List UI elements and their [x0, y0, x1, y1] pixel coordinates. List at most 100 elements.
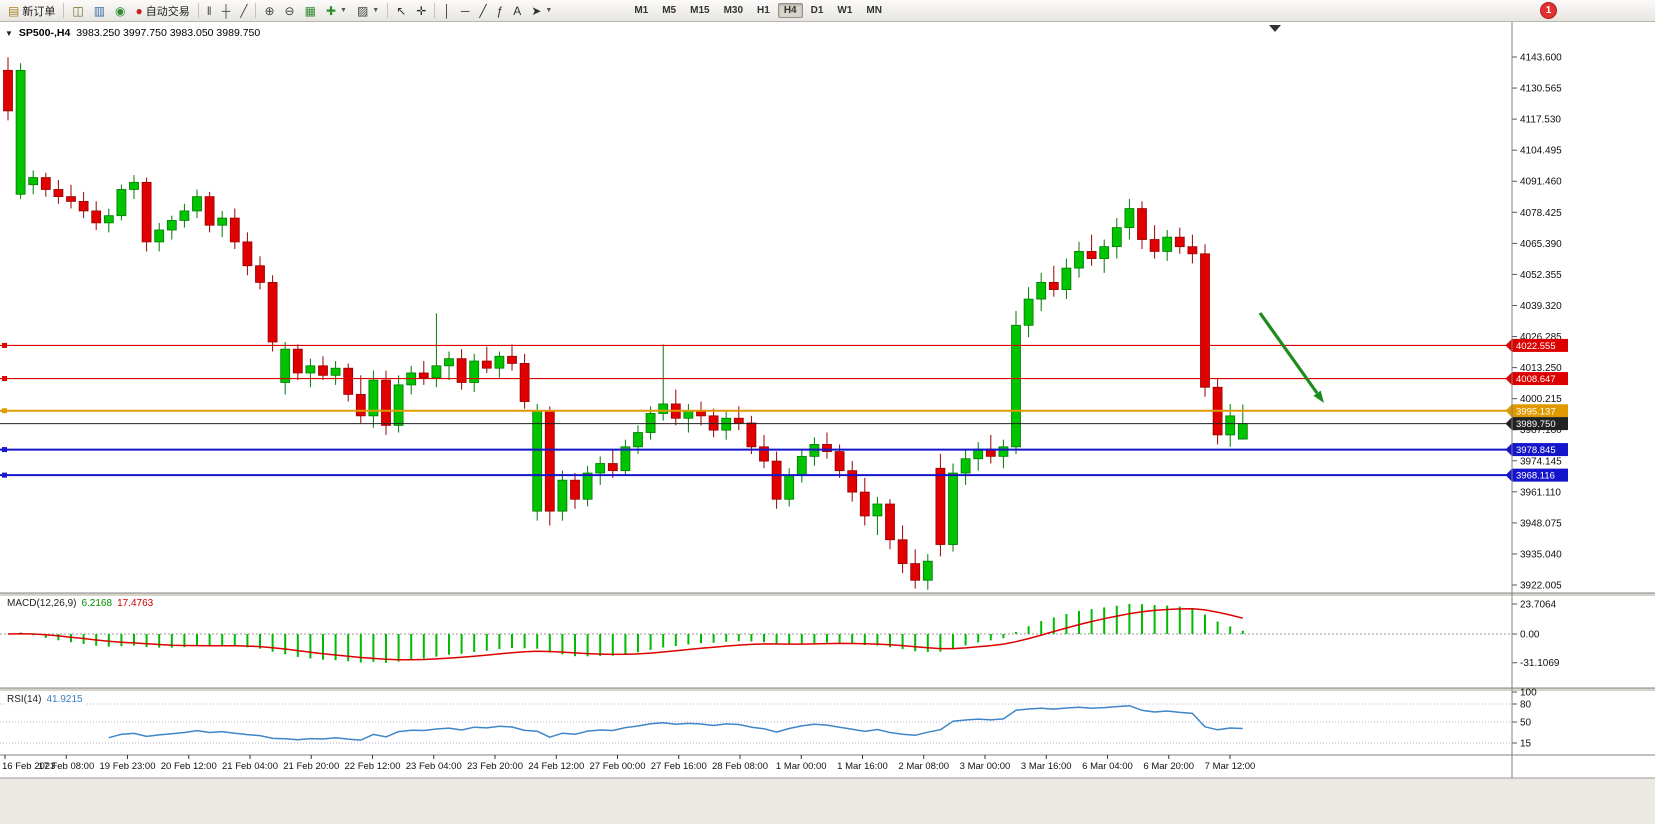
candle: [721, 417, 732, 431]
indicators-icon[interactable]: ✚ ▼: [321, 1, 352, 21]
candle: [66, 196, 76, 202]
time-tick-label: 1 Mar 16:00: [837, 761, 888, 772]
price-tick-label: 4000.215: [1520, 394, 1562, 405]
time-tick-label: 27 Feb 00:00: [590, 761, 646, 772]
candle: [1074, 251, 1084, 269]
vertical-line-icon[interactable]: │: [438, 1, 456, 21]
price-badge-notch: [1505, 443, 1512, 457]
auto-trading-icon: ●: [135, 3, 143, 18]
rsi-indicator-label: RSI(14) 41.9215: [5, 694, 85, 705]
text-tool-icon[interactable]: A: [508, 1, 526, 21]
price-badge-label: 3978.845: [1516, 445, 1556, 456]
macd-signal-line: [7, 607, 1243, 661]
timeframe-w1[interactable]: W1: [837, 5, 853, 16]
macd-axis-label: 23.7064: [1520, 600, 1557, 611]
candle: [1023, 298, 1034, 326]
time-tick-label: 22 Feb 12:00: [345, 761, 401, 772]
price-badge-label: 4022.555: [1516, 341, 1556, 352]
time-tick-label: 23 Feb 20:00: [467, 761, 523, 772]
timeframe-h1[interactable]: H1: [757, 5, 770, 16]
templates-icon[interactable]: ▨ ▼: [352, 1, 384, 21]
time-tick-label: 3 Mar 00:00: [960, 761, 1011, 772]
trend-arrow[interactable]: [1258, 312, 1319, 394]
print-icon[interactable]: ▥: [89, 1, 110, 21]
toolbar-separator: [434, 3, 436, 18]
chart-window-icon[interactable]: ◫: [67, 1, 88, 21]
line-handle[interactable]: [2, 376, 7, 382]
bar-chart-type-icon[interactable]: ‖: [202, 1, 217, 21]
fibonacci-icon[interactable]: ƒ: [492, 1, 509, 21]
rsi-axis-label: 100: [1520, 688, 1537, 699]
line-handle[interactable]: [2, 472, 7, 478]
horizontal-line-icon[interactable]: ─: [456, 1, 475, 21]
zoom-out-icon[interactable]: ⊖: [280, 1, 300, 21]
arrows-tool-icon[interactable]: ➤ ▼: [526, 1, 557, 21]
candle: [973, 448, 984, 460]
new-order-button[interactable]: ▤ 新订单: [3, 1, 60, 21]
panel-splitter[interactable]: [0, 593, 1655, 596]
candle: [633, 432, 643, 448]
signals-icon[interactable]: ◉: [110, 1, 130, 21]
timeframe-m15[interactable]: M15: [690, 5, 710, 16]
price-tick-label: 4091.460: [1520, 177, 1562, 188]
timeframe-m30[interactable]: M30: [723, 5, 744, 16]
rsi-axis-label: 50: [1520, 718, 1532, 729]
candle: [998, 446, 1009, 457]
candle: [759, 446, 769, 462]
line-handle[interactable]: [2, 447, 7, 453]
price-badge-label: 3989.750: [1516, 419, 1556, 430]
candle: [330, 367, 341, 376]
crosshair-icon[interactable]: ✛: [411, 1, 431, 21]
one-click-collapse-icon[interactable]: ▼: [5, 28, 13, 38]
candle: [481, 360, 492, 369]
timeframe-m5[interactable]: M5: [662, 5, 677, 16]
notification-badge[interactable]: 1: [1540, 2, 1557, 19]
cursor-icon[interactable]: ↖: [391, 1, 411, 21]
price-tick-label: 4078.425: [1520, 208, 1562, 219]
macd-indicator-label: MACD(12,26,9) 6.2168 17.4763: [5, 598, 156, 609]
candle: [204, 196, 215, 226]
time-tick-label: 28 Feb 08:00: [712, 761, 768, 772]
line-handle[interactable]: [2, 408, 7, 414]
trendline-icon[interactable]: ╱: [474, 1, 491, 21]
candle: [1111, 227, 1122, 248]
candle: [507, 355, 517, 364]
tile-windows-icon[interactable]: ▦: [300, 1, 321, 21]
candle: [255, 265, 265, 283]
line-chart-type-icon[interactable]: ╱: [235, 1, 252, 21]
panel-splitter[interactable]: [0, 688, 1655, 691]
zoom-in-icon[interactable]: ⊕: [259, 1, 279, 21]
macd-name: MACD(12,26,9): [7, 598, 77, 609]
price-badge: [1512, 417, 1568, 431]
candle: [645, 413, 656, 433]
candle: [1162, 236, 1173, 252]
price-tick-label: 4013.250: [1520, 363, 1562, 374]
time-tick-label: 23 Feb 04:00: [406, 761, 462, 772]
timeframe-m1[interactable]: M1: [634, 5, 649, 16]
trend-arrow-head: [1313, 390, 1324, 403]
timeframe-h4[interactable]: H4: [777, 3, 803, 18]
auto-trading-button[interactable]: ● 自动交易: [131, 1, 195, 21]
candlestick-type-icon[interactable]: ┼: [217, 1, 236, 21]
candle: [456, 358, 467, 383]
candle: [393, 384, 404, 426]
candle: [733, 417, 744, 424]
timeframe-mn[interactable]: MN: [866, 5, 882, 16]
rsi-value: 41.9215: [46, 694, 83, 705]
candle: [1237, 423, 1248, 440]
timeframe-d1[interactable]: D1: [810, 5, 824, 16]
line-handle[interactable]: [2, 342, 7, 348]
signals-icon: ◉: [115, 3, 126, 18]
time-tick-label: 19 Feb 23:00: [100, 761, 156, 772]
time-tick-label: 20 Feb 12:00: [161, 761, 217, 772]
price-tick-label: 4130.565: [1520, 84, 1562, 95]
price-badge-label: 4008.647: [1516, 374, 1556, 385]
candle: [305, 365, 316, 374]
candle: [620, 446, 631, 472]
candle: [292, 348, 303, 374]
candle: [897, 539, 908, 564]
auto-trading-label: 自动交易: [145, 5, 190, 18]
candle: [78, 200, 89, 212]
cursor-icon: ↖: [396, 3, 407, 18]
